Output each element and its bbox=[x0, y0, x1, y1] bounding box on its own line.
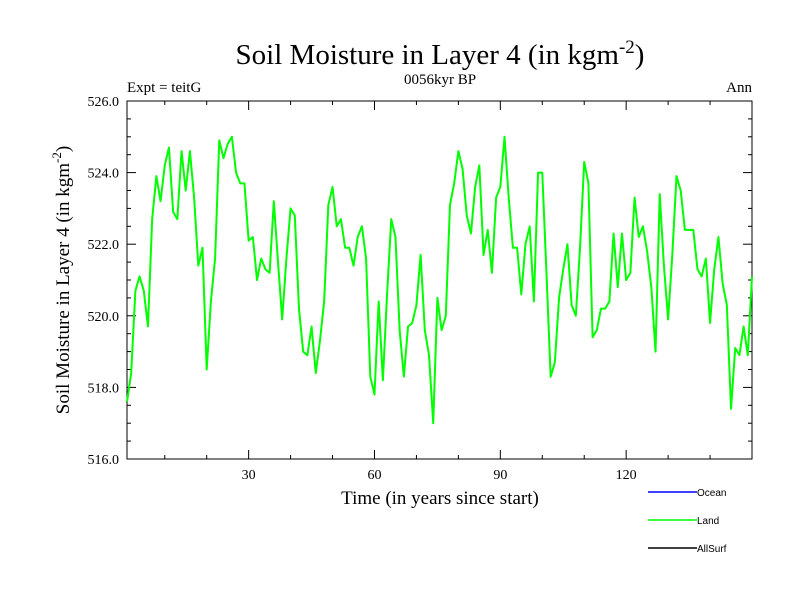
y-tick-label: 516.0 bbox=[88, 453, 120, 468]
x-tick-label: 120 bbox=[616, 468, 637, 483]
chart-title-close: ) bbox=[635, 39, 645, 71]
y-tick-label: 526.0 bbox=[88, 95, 120, 110]
legend: Ocean Land AllSurf bbox=[648, 488, 727, 555]
x-tick-label: 60 bbox=[367, 468, 381, 483]
chart-title-superscript: -2 bbox=[619, 37, 635, 58]
y-axis-label-superscript: -2 bbox=[49, 152, 64, 163]
series-line-land bbox=[126, 135, 753, 425]
y-axis: 516.0 518.0 520.0 522.0 524.0 526.0 bbox=[88, 95, 752, 468]
y-tick-label: 520.0 bbox=[88, 310, 120, 325]
x-tick-label: 30 bbox=[242, 468, 256, 483]
y-tick-label: 524.0 bbox=[88, 167, 120, 182]
legend-label-land: Land bbox=[697, 516, 719, 527]
x-axis: 30 60 90 120 bbox=[164, 101, 753, 483]
y-tick-label: 522.0 bbox=[88, 238, 120, 253]
x-axis-label: Time (in years since start) bbox=[341, 488, 539, 509]
y-axis-label: Soil Moisture in Layer 4 (in kgm-2) bbox=[49, 146, 74, 414]
chart-title: Soil Moisture in Layer 4 (in kgm-2) bbox=[236, 37, 645, 71]
x-tick-label: 90 bbox=[493, 468, 507, 483]
subtitle-left: Expt = teitG bbox=[127, 80, 201, 96]
legend-label-ocean: Ocean bbox=[697, 488, 726, 499]
y-axis-label-close: ) bbox=[53, 146, 74, 152]
legend-label-allsurf: AllSurf bbox=[697, 544, 727, 555]
subtitle-center: 0056kyr BP bbox=[404, 72, 476, 88]
subtitle-right: Ann bbox=[726, 80, 752, 96]
y-tick-label: 518.0 bbox=[88, 381, 120, 396]
